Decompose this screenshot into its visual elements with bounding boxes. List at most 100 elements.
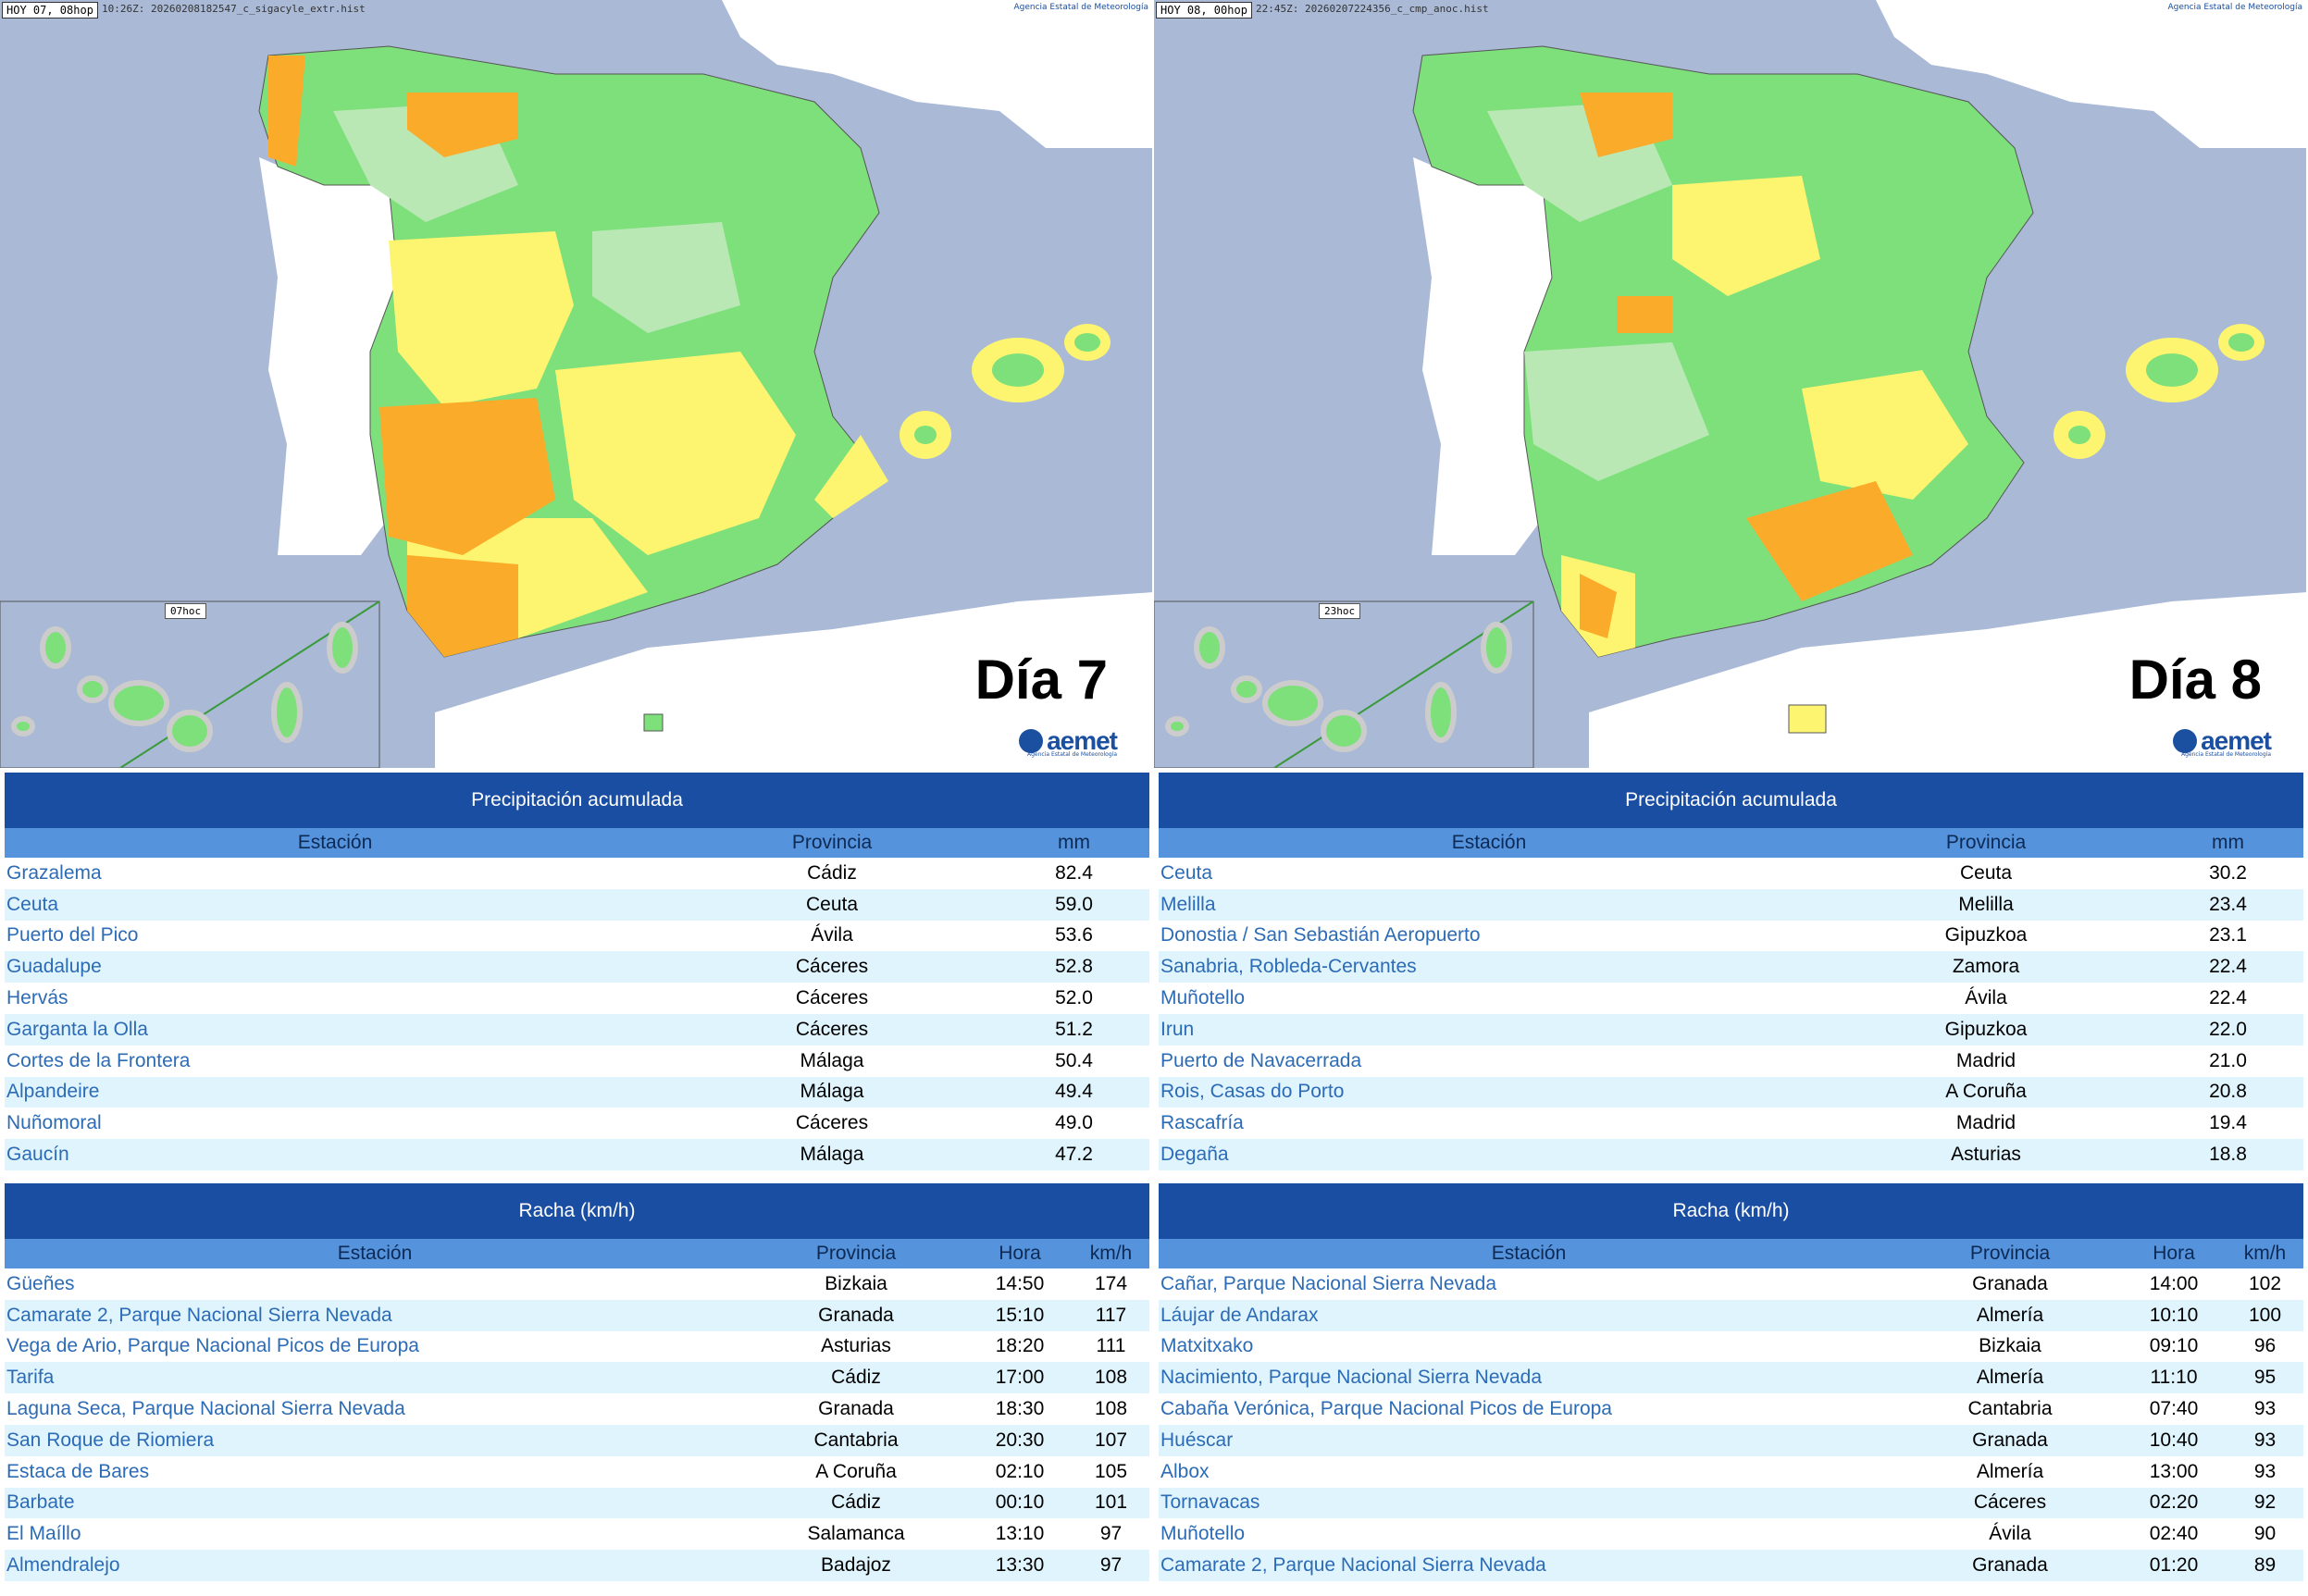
table-row: Garganta la Olla Cáceres 51.2 <box>5 1013 1149 1045</box>
day-label: Día 8 <box>2128 649 2262 711</box>
table-row: Barbate Cádiz 00:10 101 <box>5 1487 1149 1519</box>
table-row: Muñotello Ávila 02:40 90 <box>1159 1518 2303 1551</box>
table-row: Alpandeire Málaga 49.4 <box>5 1076 1149 1108</box>
map-credit: Agencia Estatal de Meteorología <box>1013 3 1149 12</box>
station-link[interactable]: Cortes de la Frontera <box>6 1049 191 1071</box>
province-cell: Cádiz <box>807 861 857 884</box>
table-row: Ceuta Ceuta 59.0 <box>5 888 1149 921</box>
time-cell: 13:30 <box>995 1554 1045 1577</box>
station-link[interactable]: Barbate <box>6 1491 75 1514</box>
col-mm: mm <box>999 828 1149 858</box>
province-cell: Melilla <box>1958 893 2014 915</box>
iberia-map <box>1154 0 2306 768</box>
province-cell: A Coruña <box>1945 1081 2027 1103</box>
kmh-cell: 93 <box>2253 1398 2277 1420</box>
station-link[interactable]: Almendralejo <box>6 1554 120 1577</box>
station-link[interactable]: Hervás <box>6 987 68 1009</box>
col-hora: Hora <box>2121 1239 2227 1268</box>
time-cell: 18:30 <box>995 1398 1045 1420</box>
station-link[interactable]: Güeñes <box>6 1272 75 1294</box>
station-link[interactable]: Garganta la Olla <box>6 1018 148 1040</box>
station-link[interactable]: Cañar, Parque Nacional Sierra Nevada <box>1160 1272 1497 1294</box>
mm-cell: 21.0 <box>2209 1049 2247 1071</box>
province-cell: Granada <box>1972 1554 2048 1577</box>
station-link[interactable]: Rois, Casas do Porto <box>1160 1081 1345 1103</box>
wind-title: Racha (km/h) <box>5 1183 1149 1239</box>
canary-time-label: 23hoc <box>1319 603 1361 619</box>
table-row: Cañar, Parque Nacional Sierra Nevada Gran… <box>1159 1268 2303 1300</box>
time-cell: 10:10 <box>2149 1304 2199 1326</box>
mm-cell: 23.1 <box>2209 924 2247 946</box>
province-cell: Asturias <box>821 1335 891 1357</box>
iberia-map <box>0 0 1152 768</box>
table-row: Degaña Asturias 18.8 <box>1159 1139 2303 1170</box>
table-row: Albox Almería 13:00 93 <box>1159 1455 2303 1488</box>
station-link[interactable]: Muñotello <box>1160 987 1246 1009</box>
station-link[interactable]: Matxitxako <box>1160 1335 1254 1357</box>
station-link[interactable]: Gaucín <box>6 1144 69 1166</box>
station-link[interactable]: Puerto del Pico <box>6 924 139 946</box>
station-link[interactable]: Muñotello <box>1160 1523 1246 1545</box>
kmh-cell: 111 <box>1096 1335 1126 1357</box>
time-cell: 02:10 <box>995 1460 1045 1482</box>
kmh-cell: 93 <box>2253 1460 2277 1482</box>
table-row: Laguna Seca, Parque Nacional Sierra Neva… <box>5 1393 1149 1425</box>
station-link[interactable]: Ceuta <box>1160 861 1213 884</box>
precip-panel-day7: Precipitación acumulada Estación Provinc… <box>5 773 1149 1170</box>
station-link[interactable]: Camarate 2, Parque Nacional Sierra Nevad… <box>6 1304 392 1326</box>
station-link[interactable]: Estaca de Bares <box>6 1460 150 1482</box>
precip-title: Precipitación acumulada <box>5 773 1149 828</box>
station-link[interactable]: San Roque de Riomiera <box>6 1429 215 1451</box>
kmh-cell: 108 <box>1094 1367 1128 1389</box>
station-link[interactable]: Sanabria, Robleda-Cervantes <box>1160 956 1417 978</box>
table-row: Rascafría Madrid 19.4 <box>1159 1107 2303 1140</box>
aemet-logo-icon <box>2173 729 2198 753</box>
province-cell: Salamanca <box>807 1523 905 1545</box>
station-link[interactable]: Vega de Ario, Parque Nacional Picos de E… <box>6 1335 419 1357</box>
province-cell: Cáceres <box>795 1112 869 1134</box>
time-cell: 17:00 <box>995 1367 1045 1389</box>
table-row: Puerto de Navacerrada Madrid 21.0 <box>1159 1045 2303 1077</box>
province-cell: Cáceres <box>795 987 869 1009</box>
station-link[interactable]: Degaña <box>1160 1144 1229 1166</box>
kmh-cell: 107 <box>1094 1429 1128 1451</box>
station-link[interactable]: Camarate 2, Parque Nacional Sierra Nevad… <box>1160 1554 1546 1577</box>
mm-cell: 20.8 <box>2209 1081 2247 1103</box>
mm-cell: 53.6 <box>1055 924 1093 946</box>
station-link[interactable]: Guadalupe <box>6 956 102 978</box>
station-link[interactable]: Ceuta <box>6 893 59 915</box>
station-link[interactable]: Nuñomoral <box>6 1112 102 1134</box>
aemet-logo-text: aemet <box>2201 726 2272 755</box>
station-link[interactable]: Puerto de Navacerrada <box>1160 1049 1362 1071</box>
province-cell: Almería <box>1976 1460 2044 1482</box>
aemet-logo-text: aemet <box>1047 726 1118 755</box>
time-cell: 20:30 <box>995 1429 1045 1451</box>
station-link[interactable]: Cabaña Verónica, Parque Nacional Picos d… <box>1160 1398 1612 1420</box>
province-cell: Granada <box>818 1398 894 1420</box>
wind-table: Estación Provincia Hora km/h Güeñes Bizka… <box>5 1239 1149 1581</box>
province-cell: Cádiz <box>831 1491 881 1514</box>
station-link[interactable]: Tornavacas <box>1160 1491 1260 1514</box>
kmh-cell: 105 <box>1094 1460 1128 1482</box>
station-link[interactable]: Alpandeire <box>6 1081 100 1103</box>
station-link[interactable]: Grazalema <box>6 861 102 884</box>
map-credit: Agencia Estatal de Meteorología <box>2167 3 2303 12</box>
time-cell: 13:10 <box>995 1523 1045 1545</box>
station-link[interactable]: Nacimiento, Parque Nacional Sierra Nevad… <box>1160 1367 1543 1389</box>
table-row: Camarate 2, Parque Nacional Sierra Nevad… <box>1159 1550 2303 1581</box>
station-link[interactable]: El Maíllo <box>6 1523 81 1545</box>
station-link[interactable]: Albox <box>1160 1460 1210 1482</box>
station-link[interactable]: Irun <box>1160 1018 1195 1040</box>
station-link[interactable]: Láujar de Andarax <box>1160 1304 1319 1326</box>
station-link[interactable]: Laguna Seca, Parque Nacional Sierra Neva… <box>6 1398 405 1420</box>
station-link[interactable]: Huéscar <box>1160 1429 1234 1451</box>
province-cell: Almería <box>1976 1367 2044 1389</box>
station-link[interactable]: Donostia / San Sebastián Aeropuerto <box>1160 924 1481 946</box>
station-link[interactable]: Melilla <box>1160 893 1216 915</box>
table-row: El Maíllo Salamanca 13:10 97 <box>5 1518 1149 1551</box>
table-row: Cortes de la Frontera Málaga 50.4 <box>5 1045 1149 1077</box>
mm-cell: 49.4 <box>1055 1081 1093 1103</box>
station-link[interactable]: Rascafría <box>1160 1112 1244 1134</box>
mm-cell: 49.0 <box>1055 1112 1093 1134</box>
station-link[interactable]: Tarifa <box>6 1367 55 1389</box>
